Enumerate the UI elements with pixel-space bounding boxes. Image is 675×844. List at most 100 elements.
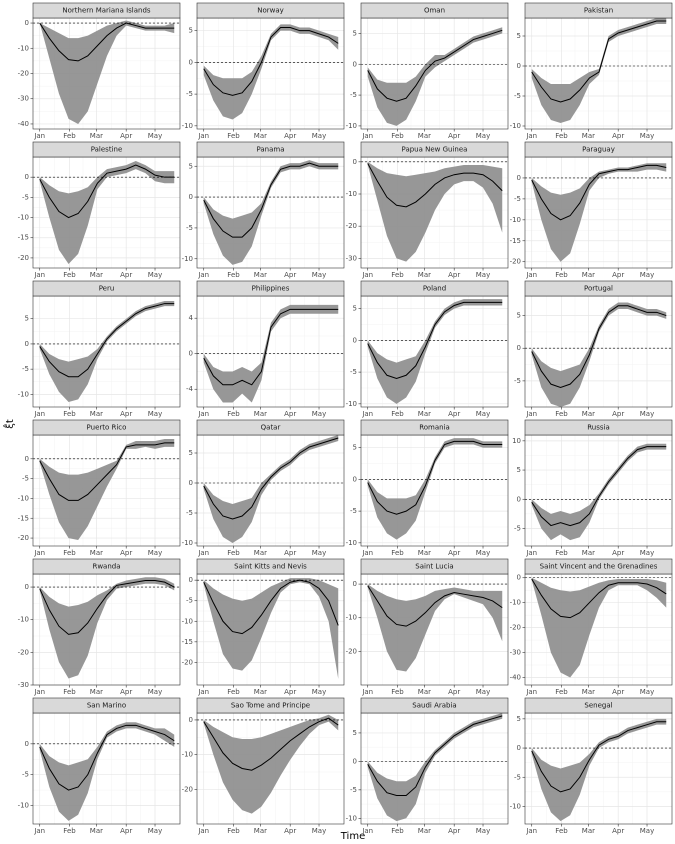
x-tick-label: Feb (63, 549, 76, 557)
x-tick-label: Feb (227, 271, 240, 279)
x-tick-label: Mar (418, 688, 431, 696)
x-tick-label: Jan (33, 827, 45, 835)
y-tick-label: 0 (189, 58, 193, 66)
y-tick-label: -15 (18, 514, 29, 522)
confidence-band (367, 438, 503, 540)
y-tick-label: 0 (25, 740, 29, 748)
line (531, 446, 667, 527)
y-tick-label: -30 (18, 95, 29, 103)
y-tick-label: -5 (514, 773, 521, 781)
x-tick-label: May (312, 688, 326, 696)
confidence-band (39, 20, 175, 124)
panel: Jan Feb Mar Apr May -20 -15 -10 -5 0 Puerto Rico (18, 419, 181, 557)
x-tick-label: May (476, 132, 490, 140)
y-tick-label: -30 (18, 681, 29, 689)
x-tick-label: Apr (612, 271, 624, 279)
y-tick-label: -5 (514, 377, 521, 385)
x-tick-label: May (148, 271, 162, 279)
strip-title: Oman (424, 7, 445, 15)
y-tick-label: 5 (517, 466, 521, 474)
y-tick-label: -5 (186, 509, 193, 517)
strip-title: Puerto Rico (87, 424, 127, 432)
line (203, 162, 339, 238)
x-tick-label: Mar (254, 827, 267, 835)
line (39, 580, 175, 635)
x-tick-label: Mar (254, 549, 267, 557)
x-tick-label: Apr (612, 549, 624, 557)
x-axis-title: Time (340, 831, 365, 842)
x-tick-label: Apr (612, 410, 624, 418)
y-tick-label: -10 (18, 802, 29, 810)
confidence-band (531, 302, 667, 407)
x-tick-label: Feb (63, 132, 76, 140)
strip (524, 2, 673, 19)
x-tick-label: Jan (361, 688, 373, 696)
strip-title: Pakistan (584, 7, 613, 15)
y-tick-label: -10 (18, 44, 29, 52)
y-tick-label: 5 (353, 305, 357, 313)
strip-title: Saint Kitts and Nevis (234, 563, 307, 571)
y-tick-label: -10 (346, 614, 357, 622)
strip-title: Panama (256, 146, 284, 154)
panel: Jan Feb Mar Apr May -10 -5 0 5 Panama (182, 141, 345, 279)
panel: Jan Feb Mar Apr May -10 -5 0 5 Qatar (182, 419, 345, 557)
y-tick-label: -30 (346, 254, 357, 262)
y-tick-label: 5 (517, 715, 521, 723)
confidence-band (39, 577, 175, 679)
y-tick-label: 5 (189, 449, 193, 457)
x-tick-label: Jan (361, 827, 373, 835)
y-tick-label: -40 (510, 674, 521, 682)
x-tick-label: Apr (448, 410, 460, 418)
x-tick-label: Mar (90, 549, 103, 557)
strip (196, 558, 345, 575)
x-tick-label: May (312, 132, 326, 140)
y-tick-label: 0 (189, 716, 193, 724)
x-tick-label: Jan (525, 410, 537, 418)
x-tick-label: Feb (555, 132, 568, 140)
strip-title: Sao Tome and Principe (231, 702, 310, 710)
strip-title: Senegal (584, 702, 612, 710)
x-tick-label: Mar (582, 549, 595, 557)
line (39, 303, 175, 378)
y-tick-label: 0 (189, 576, 193, 584)
x-tick-label: Apr (284, 410, 296, 418)
strip-title: Russia (587, 424, 610, 432)
y-tick-label: -10 (182, 122, 193, 130)
panel: Jan Feb Mar Apr May -10 -5 0 San Marino (18, 697, 181, 835)
x-tick-label: Feb (227, 688, 240, 696)
x-tick-label: Mar (582, 410, 595, 418)
x-tick-label: Jan (361, 132, 373, 140)
strip-title: Northern Mariana Islands (62, 7, 151, 15)
line (531, 305, 667, 388)
confidence-band (39, 722, 175, 821)
x-tick-label: Apr (120, 271, 132, 279)
y-tick-label: -10 (18, 390, 29, 398)
confidence-band (203, 435, 339, 543)
y-tick-label: 0 (25, 173, 29, 181)
y-tick-label: -10 (346, 122, 357, 130)
confidence-band (39, 438, 175, 541)
x-tick-label: Jan (525, 549, 537, 557)
confidence-band (367, 713, 503, 822)
y-tick-label: -5 (186, 90, 193, 98)
x-tick-label: Apr (448, 827, 460, 835)
strip-title: Paraguay (582, 146, 615, 154)
x-tick-label: Jan (197, 271, 209, 279)
strip-title: Romania (419, 424, 450, 432)
panel: Jan Feb Mar Apr May -5 0 5 10 Russia (512, 419, 673, 557)
y-tick-label: 0 (25, 340, 29, 348)
x-tick-label: May (640, 549, 654, 557)
strip (196, 141, 345, 158)
y-axis-title: ξ̂t (2, 419, 16, 429)
line (39, 22, 175, 62)
strip-title: Saint Lucia (415, 563, 453, 571)
panel-background (33, 296, 180, 407)
confidence-band (531, 163, 667, 262)
panel: Jan Feb Mar Apr May -20 -10 0 Sao Tome and Princ… (182, 697, 345, 835)
x-tick-label: May (640, 132, 654, 140)
y-tick-label: 0 (353, 60, 357, 68)
confidence-band (367, 161, 503, 262)
x-tick-label: Apr (284, 549, 296, 557)
x-tick-label: Mar (90, 688, 103, 696)
x-tick-label: Mar (90, 271, 103, 279)
